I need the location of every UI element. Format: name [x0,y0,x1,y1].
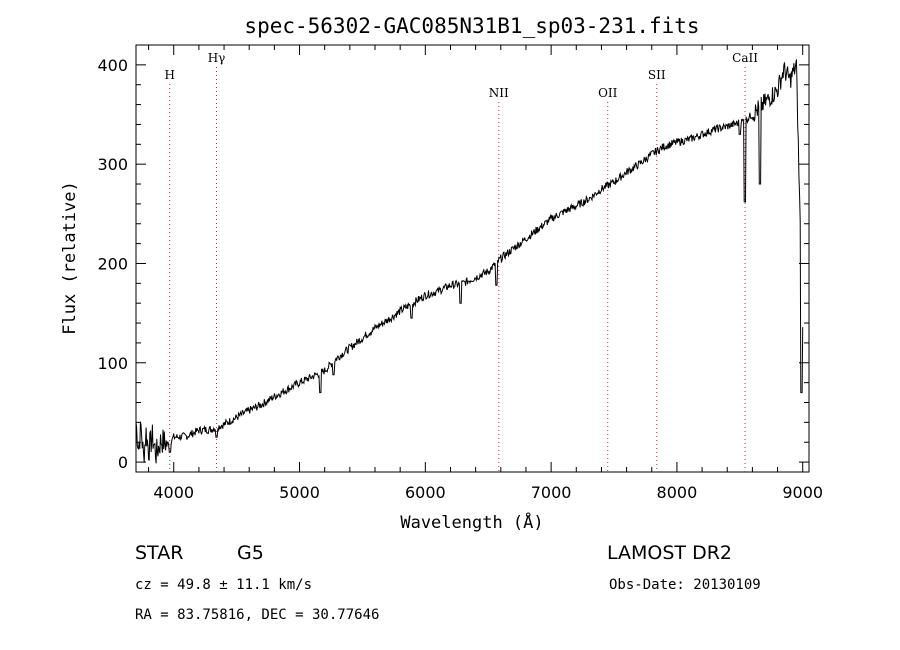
y-tick-label: 400 [97,56,128,75]
x-tick-label: 4000 [153,483,194,502]
x-axis-label: Wavelength (Å) [400,511,543,533]
survey-name: LAMOST DR2 [607,542,732,564]
spectral-line-markers: H Hγ NII OII SII CaII [164,51,758,472]
spectral-line-label: H [164,68,174,82]
spectral-line-label: OII [598,86,618,100]
redshift-cz: cz = 49.8 ± 11.1 km/s [135,577,312,593]
y-tick-label: 300 [97,155,128,174]
axis-ticks: 4000 5000 6000 7000 8000 9000 0 100 200 300 400 [97,45,823,502]
y-axis-label: Flux (relative) [60,181,80,335]
spectral-line-label: Hγ [208,51,226,65]
object-class: STAR [135,542,183,564]
spectral-line-label: CaII [732,51,758,65]
x-tick-label: 5000 [279,483,320,502]
x-tick-label: 9000 [782,483,823,502]
plot-frame [135,44,810,473]
spectrum-line [135,59,804,464]
x-tick-label: 7000 [531,483,572,502]
spectral-line-label: NII [489,86,509,100]
x-tick-label: 6000 [405,483,446,502]
object-subclass: G5 [237,542,264,564]
y-tick-label: 200 [97,254,128,273]
chart-title: spec-56302-GAC085N31B1_sp03-231.fits [244,14,699,38]
x-tick-label: 8000 [657,483,698,502]
obs-date: Obs-Date: 20130109 [609,577,761,593]
spectral-line-label: SII [648,68,666,82]
y-tick-label: 0 [118,453,128,472]
y-tick-label: 100 [97,354,128,373]
ra-dec-coords: RA = 83.75816, DEC = 30.77646 [135,607,379,623]
